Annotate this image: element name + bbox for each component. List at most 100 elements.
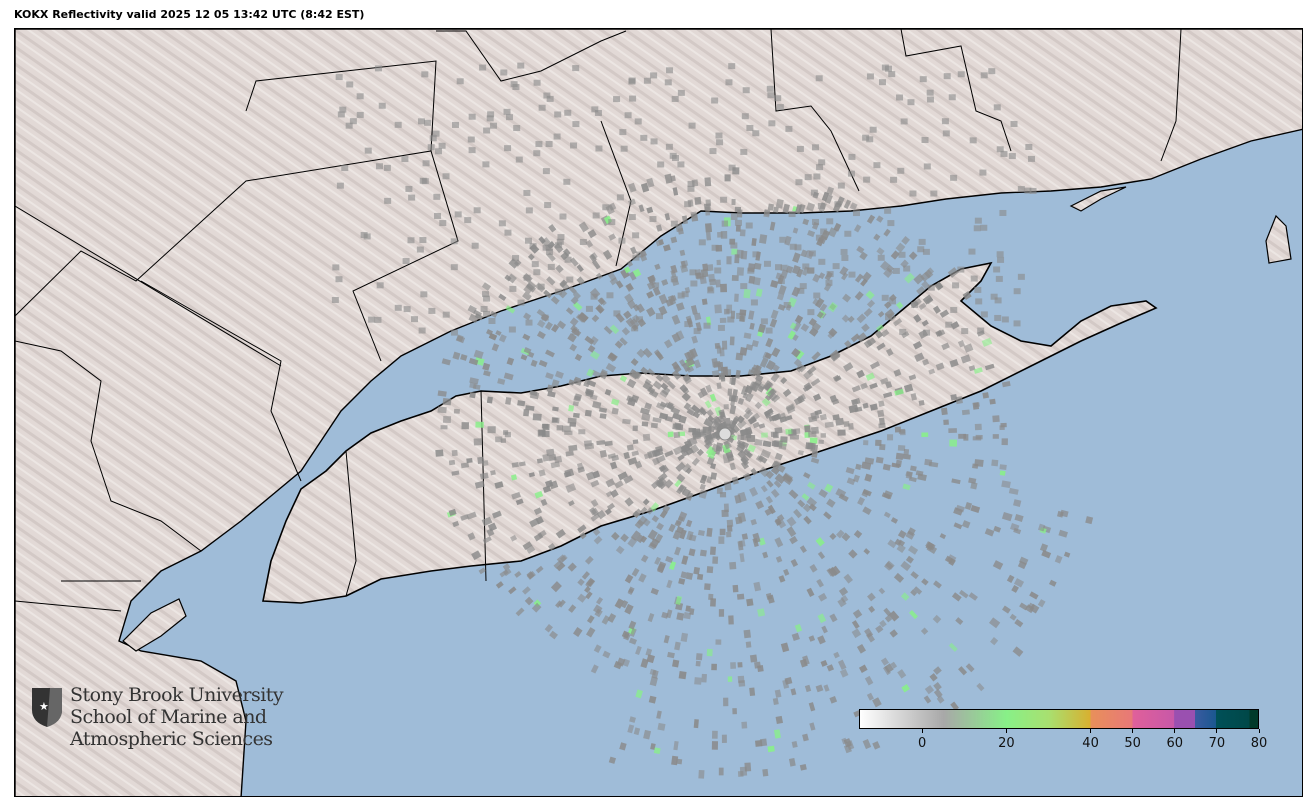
radar-echo-cell [765, 592, 773, 600]
radar-echo-cell [643, 452, 653, 460]
radar-echo-cell [797, 499, 806, 508]
radar-echo-cell [535, 565, 544, 574]
radar-echo-cell [806, 587, 815, 597]
radar-echo-cell [1011, 584, 1019, 593]
radar-echo-cell [712, 556, 719, 564]
radar-echo-cell [710, 598, 717, 607]
radar-echo-cell [883, 511, 891, 519]
radar-echo-cell [878, 79, 886, 86]
radar-echo-cell [500, 438, 507, 444]
radar-echo-cell [683, 612, 692, 620]
radar-echo-cell [442, 173, 450, 180]
radar-echo-cell [1001, 438, 1008, 446]
radar-echo-cell [650, 587, 659, 596]
radar-echo-cell [729, 405, 737, 415]
radar-echo-cell [921, 578, 929, 586]
radar-echo-cell [982, 392, 989, 399]
radar-echo-cell [842, 293, 852, 303]
radar-echo-cell [826, 498, 836, 508]
radar-echo-cell [899, 328, 907, 335]
radar-echo-cell [475, 421, 484, 428]
radar-echo-cell [670, 220, 678, 227]
radar-echo-cell [968, 365, 976, 372]
radar-echo-cell [467, 136, 475, 143]
radar-echo-cell [759, 357, 769, 368]
radar-echo-cell [885, 264, 894, 273]
radar-echo-cell [599, 297, 607, 306]
radar-echo-cell [536, 319, 546, 328]
radar-echo-cell [546, 95, 554, 102]
radar-echo-cell [434, 212, 442, 219]
radar-echo-cell [923, 163, 931, 170]
radar-echo-cell [632, 254, 640, 261]
radar-echo-cell [826, 271, 834, 278]
radar-echo-cell [719, 528, 726, 536]
radar-echo-cell [763, 260, 771, 267]
radar-echo-cell [650, 422, 658, 429]
radar-echo-cell [672, 412, 682, 421]
radar-echo-cell [890, 176, 898, 183]
radar-echo-cell [718, 767, 724, 776]
radar-echo-cell [726, 256, 732, 265]
radar-echo-cell [1014, 513, 1024, 522]
radar-echo-cell [818, 439, 824, 444]
radar-echo-cell [894, 426, 902, 433]
radar-echo-cell [1002, 605, 1011, 614]
radar-echo-cell [824, 194, 833, 204]
radar-echo-cell [721, 220, 729, 227]
colorbar-tick [1174, 729, 1176, 733]
radar-echo-cell [690, 305, 698, 315]
radar-echo-cell [923, 695, 932, 704]
radar-echo-cell [598, 407, 608, 413]
radar-echo-cell [892, 317, 903, 327]
radar-echo-cell [927, 284, 935, 291]
radar-echo-cell [740, 428, 751, 437]
radar-echo-cell [590, 499, 599, 508]
radar-echo-cell [877, 409, 885, 418]
radar-echo-cell [997, 256, 1005, 263]
radar-echo-cell [727, 676, 733, 682]
radar-echo-cell [892, 267, 900, 274]
radar-echo-cell [669, 561, 677, 571]
radar-map[interactable] [14, 28, 1303, 797]
radar-echo-cell [711, 421, 723, 432]
radar-echo-cell [584, 335, 595, 345]
radar-echo-cell [416, 246, 424, 253]
radar-echo-cell [1060, 509, 1069, 518]
radar-echo-cell [339, 106, 347, 113]
radar-echo-cell [773, 439, 783, 448]
radar-echo-cell [506, 273, 517, 284]
radar-echo-cell [568, 444, 578, 452]
radar-echo-cell [422, 160, 430, 167]
radar-echo-cell [589, 287, 601, 299]
radar-echo-cell [785, 404, 796, 414]
radar-echo-cell [511, 491, 521, 500]
radar-echo-cell [828, 327, 838, 338]
radar-echo-cell [550, 581, 562, 593]
radar-echo-cell [812, 298, 820, 306]
radar-echo-cell [755, 455, 764, 463]
radar-echo-cell [783, 301, 791, 308]
radar-echo-cell [717, 324, 725, 331]
radar-echo-cell [636, 348, 646, 358]
radar-echo-cell [963, 343, 974, 353]
radar-echo-cell [656, 522, 664, 531]
radar-echo-cell [723, 404, 729, 410]
radar-echo-cell [692, 411, 701, 419]
radar-echo-cell [795, 363, 805, 373]
radar-echo-cell [455, 335, 466, 344]
radar-echo-cell [815, 234, 823, 241]
radar-echo-cell [547, 263, 555, 270]
radar-echo-cell [872, 697, 882, 708]
radar-echo-cell [442, 397, 452, 406]
radar-echo-cell [628, 78, 636, 85]
radar-echo-cell [819, 413, 827, 421]
radar-echo-cell [664, 79, 672, 86]
radar-echo-cell [690, 213, 699, 222]
radar-echo-cell [682, 375, 692, 385]
radar-echo-cell [619, 742, 627, 751]
radar-echo-cell [529, 243, 537, 250]
radar-echo-cell [378, 102, 386, 109]
radar-echo-cell [659, 412, 669, 420]
radar-echo-cell [645, 648, 653, 657]
